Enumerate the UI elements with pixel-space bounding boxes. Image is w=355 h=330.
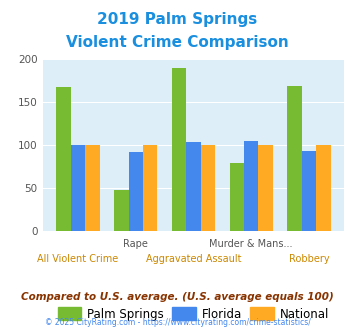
Text: 2019 Palm Springs: 2019 Palm Springs [97,12,258,26]
Bar [114,190,129,231]
Bar [302,151,316,231]
Text: Violent Crime Comparison: Violent Crime Comparison [66,35,289,50]
Bar [230,163,244,231]
Text: © 2025 CityRating.com - https://www.cityrating.com/crime-statistics/: © 2025 CityRating.com - https://www.city… [45,318,310,327]
Text: Aggravated Assault: Aggravated Assault [146,254,241,264]
Bar [258,145,273,231]
Bar [71,145,85,231]
Bar [316,145,331,231]
Text: Robbery: Robbery [289,254,329,264]
Text: Murder & Mans...: Murder & Mans... [209,239,293,249]
Bar [201,145,215,231]
Bar [56,87,71,231]
Bar [186,142,201,231]
Bar [172,68,186,231]
Text: Compared to U.S. average. (U.S. average equals 100): Compared to U.S. average. (U.S. average … [21,292,334,302]
Bar [244,141,258,231]
Legend: Palm Springs, Florida, National: Palm Springs, Florida, National [53,302,334,325]
Bar [287,86,302,231]
Bar [129,152,143,231]
Bar [85,145,100,231]
Text: Rape: Rape [123,239,148,249]
Bar [143,145,157,231]
Text: All Violent Crime: All Violent Crime [37,254,119,264]
